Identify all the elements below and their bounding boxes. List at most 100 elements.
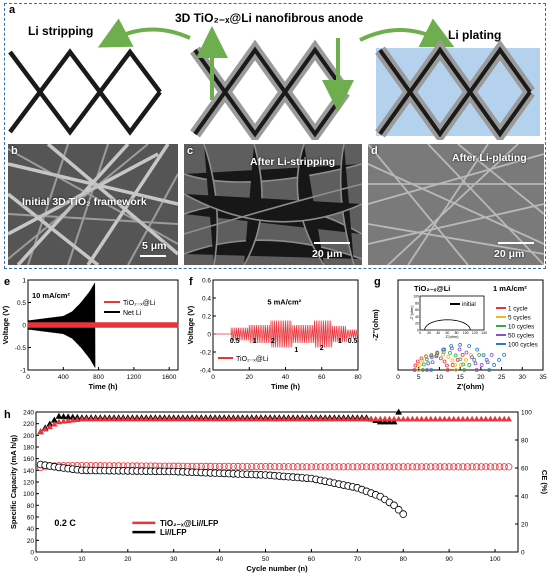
- chart-f: 0 20 40 60 80 -0.4 -0.2 0 0.2 0.4 0.6 Time (h) Volta…: [186, 276, 362, 391]
- ce-point-tio2: [312, 415, 320, 422]
- ce-point-tio2: [101, 415, 109, 422]
- nyquist-point: [438, 356, 443, 361]
- y-tick-label: 120: [23, 480, 34, 487]
- step-label: 1: [294, 347, 298, 354]
- capacity-point-tio2: [459, 463, 467, 471]
- capacity-point-tio2: [422, 463, 430, 471]
- ce-point-tio2: [317, 415, 324, 422]
- capacity-point-tio2: [294, 463, 302, 471]
- inset-y-tick-label: 60: [415, 308, 419, 312]
- scale-label-d: 20 μm: [494, 248, 525, 260]
- capacity-point-tio2: [417, 463, 426, 471]
- ce-point-tio2: [51, 421, 58, 427]
- x-tick-label: 50: [262, 556, 270, 563]
- nyquist-point: [460, 352, 465, 357]
- nyquist-point: [453, 363, 457, 367]
- inset-x-tick-label: 60: [445, 331, 449, 335]
- plated-lattice: [375, 39, 535, 140]
- sem-fibers-d: [368, 144, 544, 265]
- x-tick-label: 1200: [127, 374, 142, 381]
- nyquist-point: [454, 368, 458, 372]
- legend-label-net-li: Net Li: [123, 310, 142, 317]
- inset-y-tick-label: 80: [415, 301, 419, 305]
- sem-image-d: d After Li-plating 20 μm: [368, 144, 544, 265]
- ce-point-tio2: [409, 415, 416, 422]
- scale-label-b: 5 μm: [142, 240, 167, 252]
- nyquist-point: [489, 352, 494, 357]
- nyquist-point: [429, 368, 434, 372]
- inset-x-tick-label: 20: [427, 331, 431, 335]
- capacity-point-tio2: [225, 462, 233, 471]
- panel-label-e: e: [4, 276, 10, 288]
- inset-x-tick-label: 0: [419, 331, 421, 335]
- nyquist-point: [424, 357, 429, 362]
- ce-point-li: [64, 413, 72, 420]
- ce-point-tio2: [482, 415, 490, 422]
- nyquist-point: [448, 350, 452, 355]
- y-tick-label: 0: [22, 323, 26, 330]
- ce-point-tio2: [473, 415, 480, 422]
- ce-point-li: [50, 416, 58, 423]
- nyquist-point: [467, 344, 472, 348]
- capacity-point-tio2: [450, 463, 458, 471]
- ce-point-tio2: [344, 415, 352, 422]
- nyquist-point: [430, 360, 435, 365]
- inset-legend-label: initial: [462, 302, 476, 308]
- x-tick-label: 1600: [162, 374, 177, 381]
- nyquist-point: [464, 358, 468, 362]
- capacity-point-tio2: [413, 463, 421, 471]
- ce-point-tio2: [404, 415, 412, 422]
- ce-point-tio2: [326, 415, 333, 422]
- ce-point-tio2: [188, 415, 196, 422]
- ce-point-tio2: [142, 415, 150, 422]
- ce-point-tio2: [198, 415, 205, 422]
- ce-point-tio2: [331, 415, 338, 422]
- series-tio2-line: [27, 322, 179, 328]
- nyquist-point: [420, 358, 425, 363]
- capacity-point-tio2: [399, 463, 407, 471]
- ce-point-tio2: [308, 415, 315, 422]
- nyquist-point: [426, 361, 431, 366]
- nyquist-point: [449, 346, 454, 351]
- current-density-label: 10 mA/cm²: [32, 291, 70, 300]
- ce-point-tio2: [221, 415, 228, 422]
- ce-point-tio2: [184, 415, 191, 422]
- nyquist-point: [485, 360, 490, 365]
- y-tick-label: 0.2: [202, 314, 211, 321]
- ce-point-tio2: [400, 415, 407, 422]
- x-tick-label: 10: [78, 556, 86, 563]
- capacity-point-tio2: [248, 462, 256, 471]
- x-tick-label: 40: [282, 374, 290, 381]
- capacity-point-tio2: [275, 463, 283, 471]
- nyquist-point: [450, 358, 455, 363]
- sem-image-c: c After Li-stripping 20 μm: [184, 144, 362, 265]
- chart-h: 0 10 20 30 40 50 60 70 80 90 100 0 20 40 60 80 100 120 140…: [4, 408, 549, 573]
- x-axis-label: Time (h): [88, 382, 118, 391]
- legend-label: 1 cycle: [508, 306, 528, 313]
- capacity-point-tio2: [317, 463, 325, 471]
- y-axis-label: Specific Capacity (mA h/g): [9, 434, 18, 529]
- nyquist-point: [424, 354, 429, 359]
- capacity-point-tio2: [468, 463, 476, 471]
- x-tick-label: 20: [477, 374, 485, 381]
- y2-tick-label: 80: [521, 438, 529, 445]
- ce-point-tio2: [37, 428, 44, 434]
- panel-label-a: a: [9, 4, 16, 16]
- ce-point-tio2: [377, 415, 384, 422]
- y-tick-label: 160: [23, 456, 34, 463]
- ce-point-tio2: [234, 415, 242, 422]
- ce-point-tio2: [358, 415, 366, 422]
- ce-point-tio2: [322, 415, 329, 422]
- ce-point-tio2: [436, 415, 444, 422]
- capacity-point-tio2: [395, 463, 403, 471]
- y-axis-label: Voltage (V): [1, 305, 10, 344]
- x-tick-label: 800: [93, 374, 104, 381]
- legend-label: 5 cycles: [508, 315, 531, 322]
- capacity-point-tio2: [335, 463, 343, 471]
- capacity-point-tio2: [349, 463, 357, 471]
- stripped-lattice: [8, 48, 162, 136]
- capacity-point-tio2: [463, 463, 472, 471]
- x-tick-label: 25: [498, 374, 506, 381]
- nyquist-point: [479, 363, 484, 367]
- x-tick-label: 20: [124, 556, 132, 563]
